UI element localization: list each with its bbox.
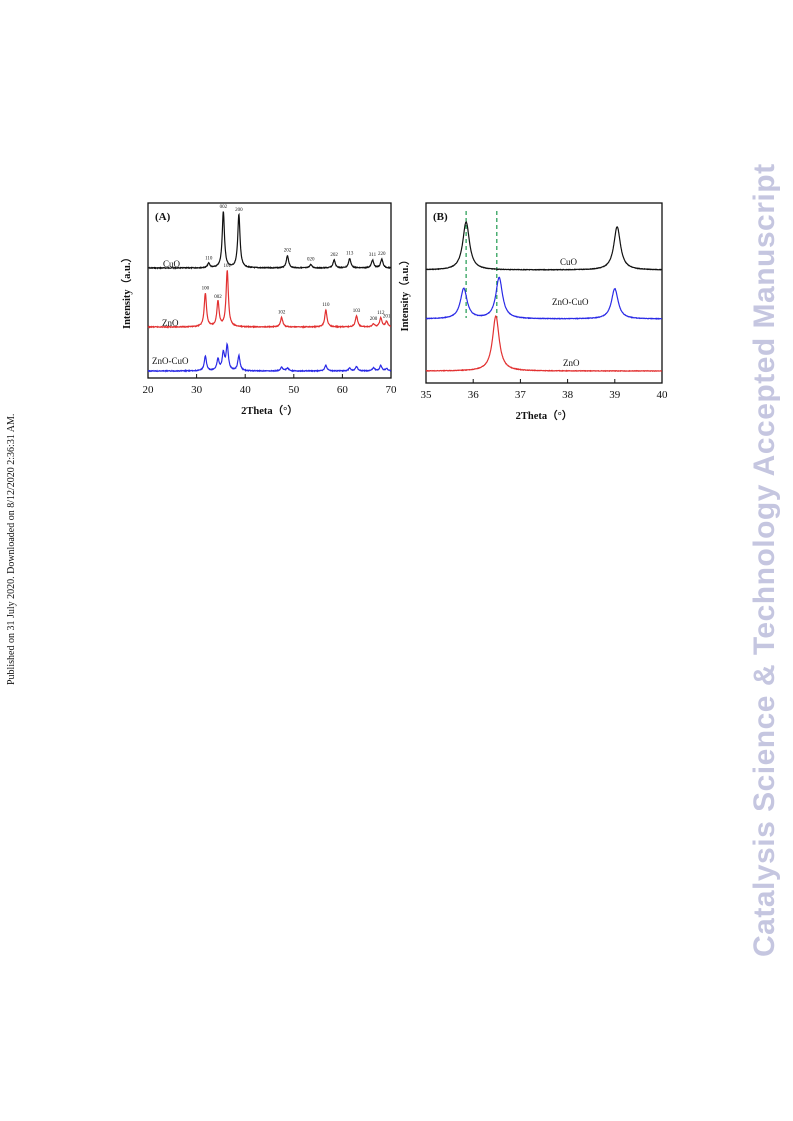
- peak-label: 113: [346, 251, 354, 256]
- peak-label: 311: [369, 253, 377, 258]
- peak-label: 112: [377, 311, 385, 316]
- peak-label: 202: [284, 249, 292, 254]
- peak-label: 020: [307, 258, 315, 263]
- series-line-zno-cuo: [147, 342, 392, 373]
- series-line-zno: [147, 270, 391, 329]
- x-tick-label: 50: [288, 384, 300, 396]
- peak-label: 103: [353, 309, 361, 314]
- peak-label: 002: [214, 295, 222, 300]
- series-label: ZnO-CuO: [552, 297, 589, 307]
- x-tick-label: 40: [240, 384, 252, 396]
- series-label: ZnO: [162, 318, 179, 328]
- x-tick-label: 40: [657, 389, 669, 401]
- peak-label: 200: [235, 208, 243, 213]
- series-label: CuO: [560, 257, 578, 267]
- x-tick-label: 36: [468, 389, 480, 401]
- y-axis-label: Intensity（a.u.）: [398, 254, 411, 331]
- peak-label: 110: [322, 303, 330, 308]
- x-axis-label: 2Theta（°）: [241, 404, 298, 417]
- chart-panel-a: 110 002 200 202 020 202 113 311 220 CuO 100 002 101 1…: [120, 202, 398, 417]
- peak-label: 200: [370, 317, 378, 322]
- series-line-zno: [425, 315, 663, 373]
- peak-label: 220: [378, 252, 386, 257]
- y-axis-label: Intensity（a.u.）: [120, 252, 133, 329]
- x-tick-label: 37: [515, 389, 527, 401]
- peak-label: 110: [205, 257, 213, 262]
- series-line-cuo: [425, 220, 663, 272]
- plot-frame: [147, 202, 392, 379]
- x-tick-label: 20: [143, 384, 155, 396]
- peak-label: 201: [383, 314, 391, 319]
- plot-frame: [425, 202, 663, 384]
- x-tick-label: 60: [337, 384, 349, 396]
- x-tick-label: 30: [191, 384, 203, 396]
- x-tick-label: 35: [421, 389, 433, 401]
- peak-label: 202: [330, 253, 338, 258]
- peak-label: 100: [202, 286, 210, 291]
- x-tick-label: 39: [609, 389, 621, 401]
- panel-label: (B): [433, 211, 448, 223]
- series-line-cuo: [147, 211, 392, 270]
- x-tick-label: 38: [562, 389, 574, 401]
- series-label: ZnO: [563, 358, 580, 368]
- peak-label: 002: [220, 205, 228, 210]
- peak-label: 101: [223, 264, 231, 269]
- series-label: ZnO-CuO: [152, 356, 189, 366]
- x-axis-label: 2Theta（°）: [516, 409, 573, 422]
- series-label: CuO: [163, 259, 181, 269]
- series-line-zno-cuo: [425, 276, 663, 320]
- panel-label: (A): [155, 211, 171, 223]
- x-tick-label: 70: [386, 384, 398, 396]
- chart-panel-b: CuO ZnO-CuO ZnO (B) 35 36 37 38 39 40 2Theta（°） Int…: [398, 202, 669, 422]
- peak-label: 102: [278, 310, 286, 315]
